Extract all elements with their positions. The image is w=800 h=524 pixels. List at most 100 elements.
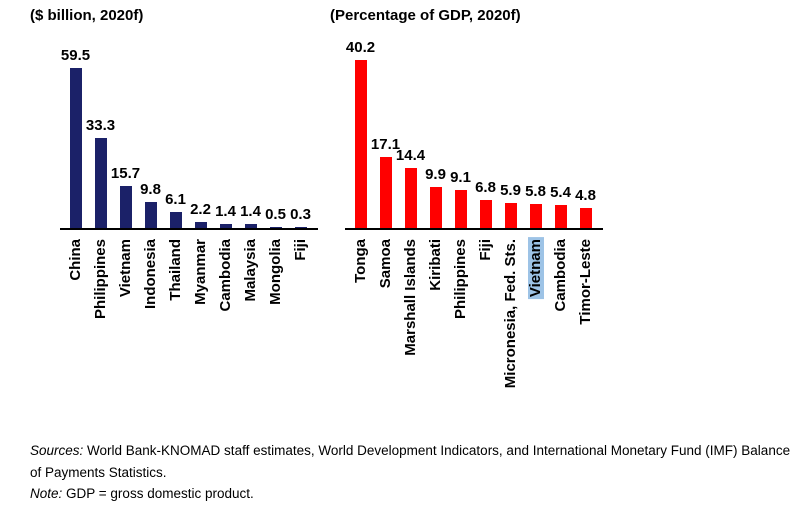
bar-group: 9.8 (138, 182, 163, 228)
category-label: Timor-Leste (576, 239, 594, 325)
chart-title: (Percentage of GDP, 2020f) (330, 7, 521, 24)
value-label: 15.7 (110, 164, 141, 182)
category-label: Fiji (476, 239, 494, 261)
category-label: Tonga (351, 239, 369, 283)
category-label-cell: Myanmar (188, 237, 213, 321)
category-label: Indonesia (141, 239, 159, 310)
category-label-cell: Tonga (348, 237, 373, 390)
category-label: Philippines (451, 239, 469, 320)
category-label: Malaysia (241, 239, 259, 302)
category-label: Vietnam (116, 239, 134, 298)
category-label-cell: Micronesia, Fed. Sts. (498, 237, 523, 390)
bar-group: 0.3 (288, 207, 313, 228)
value-label: 14.4 (395, 146, 426, 164)
bar-group: 59.5 (60, 47, 91, 228)
chart-remittance-billions: ($ billion, 2020f) 59.5 33.3 15.7 9.8 6.1 2.2… (30, 6, 318, 321)
value-label: 59.5 (60, 47, 91, 64)
category-label-cell: Indonesia (138, 237, 163, 321)
bar-group: 17.1 (370, 135, 401, 228)
bar-group: 9.1 (448, 170, 473, 228)
chart-remittance-gdp-share: (Percentage of GDP, 2020f) 40.2 17.1 14.4 9… (330, 6, 603, 390)
bar (69, 68, 82, 228)
bar-group: 40.2 (345, 39, 376, 228)
bar (269, 226, 282, 228)
category-label-cell: Thailand (163, 237, 188, 321)
bar (194, 222, 207, 228)
bar-group: 5.8 (523, 184, 548, 228)
category-label-cell: Cambodia (213, 237, 238, 321)
category-label-highlighted: Vietnam (526, 237, 544, 300)
category-label-cell: Mongolia (263, 237, 288, 321)
bar-group: 2.2 (188, 202, 213, 228)
value-label: 5.9 (500, 182, 521, 200)
bar-group: 15.7 (110, 164, 141, 228)
category-label: Thailand (166, 239, 184, 301)
category-labels-row: Tonga Samoa Marshall Islands Kiribati Philip… (345, 237, 603, 390)
chart-title: ($ billion, 2020f) (30, 7, 144, 24)
category-label: Fiji (291, 239, 309, 261)
bar (244, 224, 257, 228)
category-label-cell: Malaysia (238, 237, 263, 321)
bar-group: 9.9 (423, 167, 448, 228)
category-label: Myanmar (191, 239, 209, 305)
value-label: 9.9 (425, 165, 446, 183)
bars-row: 40.2 17.1 14.4 9.9 9.1 6.8 5.9 5.8 5.4 4.8 (345, 39, 598, 228)
bar (454, 189, 467, 228)
value-label: 2.2 (190, 201, 211, 219)
category-label: Kiribati (426, 239, 444, 291)
value-label: 5.8 (525, 182, 546, 200)
plot-area: 40.2 17.1 14.4 9.9 9.1 6.8 5.9 5.8 5.4 4.8 (345, 40, 603, 230)
bar (144, 201, 157, 228)
value-label: 0.5 (265, 205, 286, 223)
value-label: 1.4 (240, 203, 261, 221)
bar (404, 167, 417, 228)
category-label: Cambodia (216, 239, 234, 312)
bar-group: 6.8 (473, 180, 498, 228)
bar (294, 227, 307, 228)
plot-area: 59.5 33.3 15.7 9.8 6.1 2.2 1.4 1.4 0.5 0.3 (60, 40, 318, 230)
bar-group: 6.1 (163, 192, 188, 228)
bar (504, 203, 517, 228)
category-label: China (66, 239, 84, 281)
value-label: 1.4 (215, 203, 236, 221)
category-label-cell: Vietnam (523, 237, 548, 390)
category-label: Philippines (91, 239, 109, 320)
category-label: Mongolia (266, 239, 284, 305)
bar-group: 1.4 (213, 204, 238, 228)
category-label-cell: Philippines (448, 237, 473, 390)
bar (169, 211, 182, 228)
bar (554, 205, 567, 228)
bar (119, 185, 132, 228)
category-label: Samoa (376, 239, 394, 289)
bar-group: 5.9 (498, 183, 523, 228)
bar-group: 5.4 (548, 185, 573, 228)
value-label: 17.1 (370, 135, 401, 153)
bar (579, 207, 592, 228)
category-label-cell: Marshall Islands (398, 237, 423, 390)
category-label-cell: Fiji (473, 237, 498, 390)
bar-group: 0.5 (263, 207, 288, 228)
sources-note: Sources: World Bank-KNOMAD staff estimat… (30, 440, 795, 483)
value-label: 0.3 (290, 206, 311, 224)
category-label-cell: Samoa (373, 237, 398, 390)
bar (479, 199, 492, 228)
sources-text: World Bank-KNOMAD staff estimates, World… (30, 443, 791, 480)
category-label-cell: Cambodia (548, 237, 573, 390)
value-label: 6.1 (165, 190, 186, 208)
value-label: 40.2 (345, 39, 376, 56)
value-label: 9.1 (450, 168, 471, 186)
note-text: GDP = gross domestic product. (62, 486, 254, 501)
value-label: 9.8 (140, 180, 161, 198)
bar (529, 203, 542, 228)
bar (429, 186, 442, 228)
bar (94, 138, 107, 228)
bar-group: 1.4 (238, 204, 263, 228)
bar (219, 224, 232, 228)
footnotes: Sources: World Bank-KNOMAD staff estimat… (30, 440, 795, 505)
bar-group: 14.4 (395, 146, 426, 228)
value-label: 5.4 (550, 184, 571, 202)
bar-group: 4.8 (573, 188, 598, 228)
sources-label: Sources: (30, 443, 84, 458)
category-labels-row: China Philippines Vietnam Indonesia Thailand… (60, 237, 318, 321)
category-label-cell: China (63, 237, 88, 321)
